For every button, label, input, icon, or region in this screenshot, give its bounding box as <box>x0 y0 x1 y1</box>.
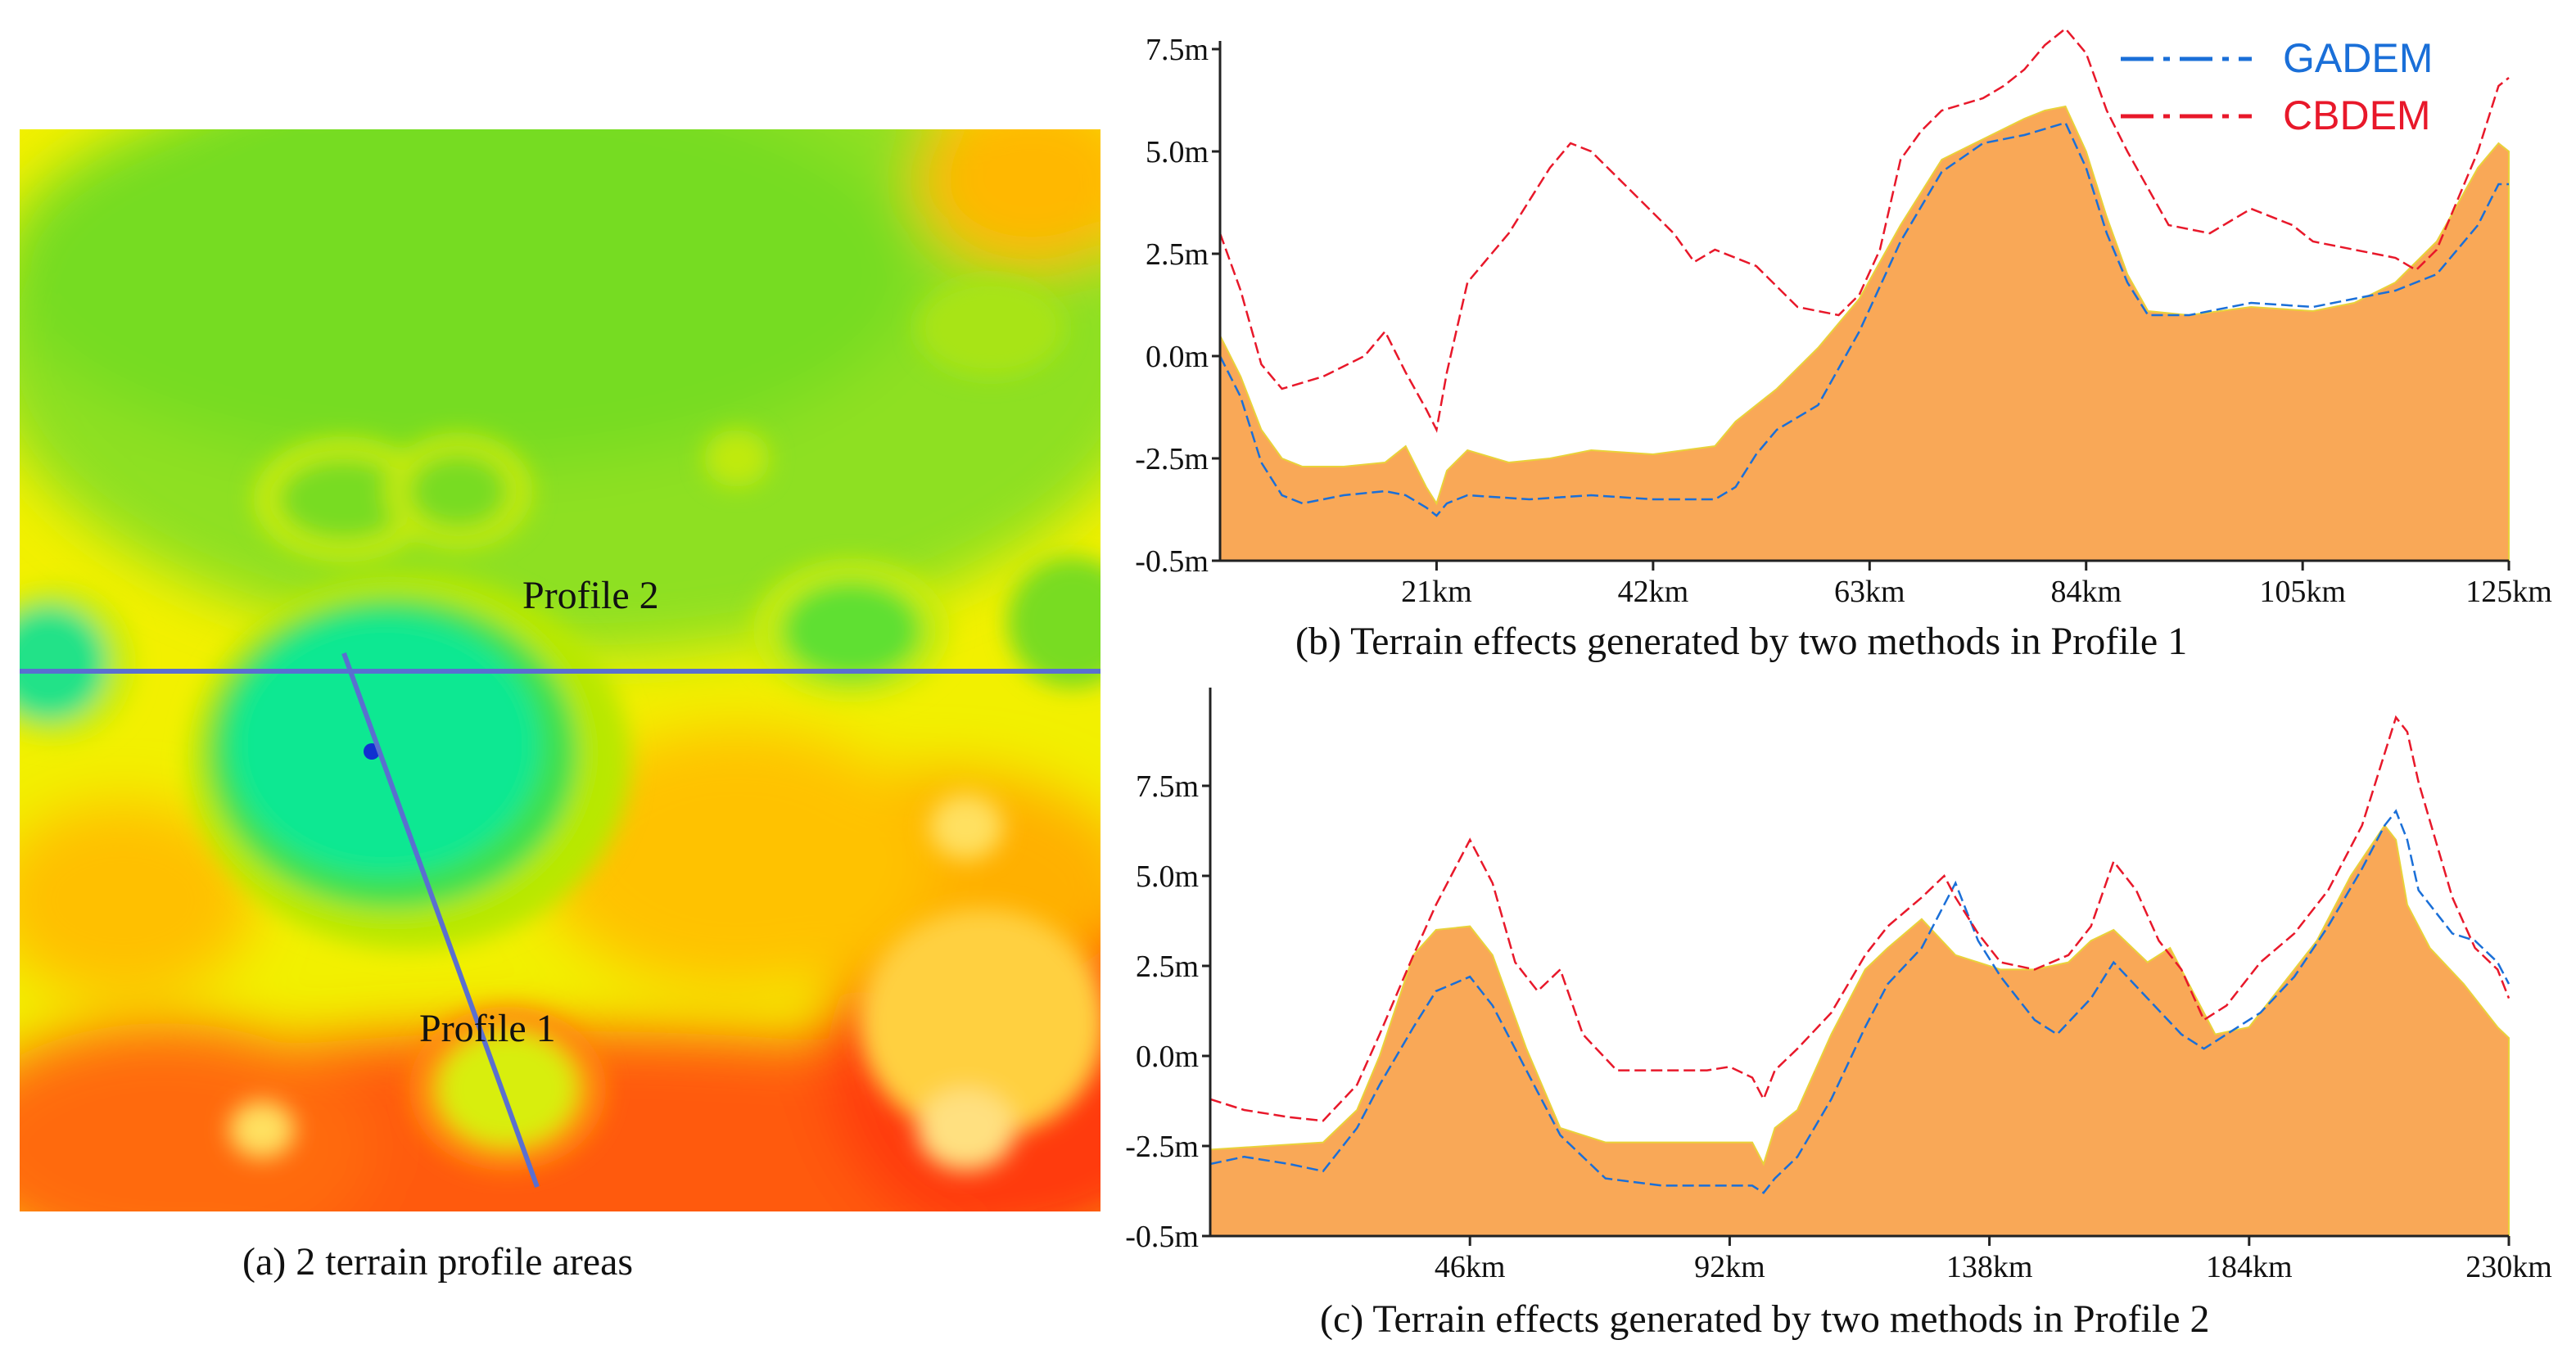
y-tick-label-b: 2.5m <box>1146 237 1209 272</box>
profile-2-label: Profile 2 <box>522 574 659 617</box>
chart-b: 7.5m 5.0m 2.5m 0.0m -2.5m -0.5m 21km 42km 63km 84… <box>1135 27 2552 609</box>
profile-1-line <box>341 652 540 1189</box>
x-tick-label-b: 105km <box>2259 575 2346 609</box>
y-tick-label-c: 2.5m <box>1136 950 1199 984</box>
x-tick-label-b: 63km <box>1834 575 1905 609</box>
terrain-area-c <box>1209 823 2510 1237</box>
y-tick-label-b: 7.5m <box>1146 33 1209 67</box>
x-tick-label-c: 92km <box>1694 1250 1765 1284</box>
y-tick-label-b: -0.5m <box>1135 544 1209 579</box>
gadem-line-c <box>1209 809 2510 1194</box>
y-tick-label-c: 0.0m <box>1136 1040 1199 1074</box>
y-tick-label-c: 5.0m <box>1136 859 1199 894</box>
y-tick-label-b: 0.0m <box>1146 340 1209 374</box>
terrain-map: Profile 2 Profile 1 <box>20 129 1100 1211</box>
terrain-area-b <box>1219 105 2510 562</box>
caption-c: (c) Terrain effects generated by two met… <box>1320 1297 2210 1341</box>
y-tick-label-c: -0.5m <box>1125 1220 1199 1254</box>
x-tick-label-b: 125km <box>2465 575 2552 609</box>
x-tick-label-b: 21km <box>1401 575 1472 609</box>
map-craters <box>20 278 1100 1171</box>
cbdem-line-c <box>1209 715 2510 1122</box>
caption-a: (a) 2 terrain profile areas <box>242 1240 634 1284</box>
y-tick-label-c: -2.5m <box>1125 1130 1199 1164</box>
gadem-line-b <box>1218 121 2509 517</box>
y-tick-label-b: -2.5m <box>1135 442 1209 476</box>
x-tick-label-c: 46km <box>1435 1250 1506 1284</box>
x-tick-label-b: 84km <box>2050 575 2122 609</box>
y-tick-label-c: 7.5m <box>1136 769 1199 804</box>
cbdem-line-b <box>1218 27 2510 433</box>
x-tick-label-c: 230km <box>2465 1250 2552 1284</box>
profile-1-label: Profile 1 <box>419 1007 556 1050</box>
y-tick-label-b: 5.0m <box>1146 135 1209 169</box>
caption-b: (b) Terrain effects generated by two met… <box>1295 620 2188 663</box>
chart-c: 7.5m 5.0m 2.5m 0.0m -2.5m -0.5m 46km 92km 138km 1… <box>1125 688 2552 1284</box>
legend: GADEM CBDEM <box>2121 35 2433 138</box>
legend-gadem-label: GADEM <box>2283 35 2433 81</box>
x-tick-label-b: 42km <box>1618 575 1689 609</box>
x-tick-label-c: 184km <box>2206 1250 2293 1284</box>
legend-cbdem-label: CBDEM <box>2283 92 2431 138</box>
x-tick-label-c: 138km <box>1946 1250 2033 1284</box>
